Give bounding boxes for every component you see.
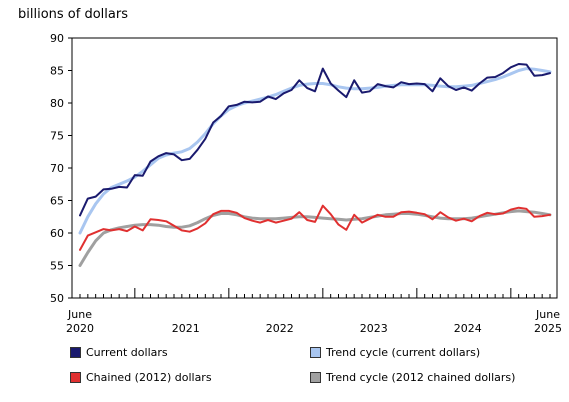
y-tick-label: 55 (50, 260, 64, 273)
legend-label: Trend cycle (current dollars) (326, 346, 481, 359)
chained-dollars-swatch-icon (70, 372, 81, 383)
legend-label: Chained (2012) dollars (86, 371, 212, 384)
legend-label: Current dollars (86, 346, 168, 359)
series-trend-chained (78, 209, 552, 267)
y-tick-label: 70 (50, 162, 64, 175)
y-tick-label: 60 (50, 227, 64, 240)
x-tick-label: 2023 (360, 322, 388, 335)
legend-item-trend-chained: Trend cycle (2012 chained dollars) (310, 371, 515, 384)
y-tick-label: 65 (50, 195, 64, 208)
legend-item-chained-dollars: Chained (2012) dollars (70, 371, 212, 384)
series-trend-current (78, 67, 552, 235)
y-axis: 50 55 60 65 70 75 80 85 90 (50, 32, 72, 305)
y-tick-label: 75 (50, 130, 64, 143)
x-tick-label: June (67, 308, 92, 321)
y-tick-label: 85 (50, 65, 64, 78)
trend-current-swatch-icon (310, 347, 321, 358)
series-current-dollars (79, 63, 551, 217)
legend-item-current-dollars: Current dollars (70, 346, 168, 359)
x-tick-label-year: 2020 (66, 322, 94, 335)
legend: Current dollars Trend cycle (current dol… (70, 340, 540, 390)
x-tick-label-year: 2025 (534, 322, 562, 335)
x-tick-label: 2024 (454, 322, 482, 335)
y-tick-label: 50 (50, 292, 64, 305)
trend-chained-swatch-icon (310, 372, 321, 383)
y-axis-title: billions of dollars (18, 7, 128, 22)
x-tick-label: 2021 (172, 322, 200, 335)
y-tick-label: 80 (50, 97, 64, 110)
legend-item-trend-current: Trend cycle (current dollars) (310, 346, 480, 359)
legend-label: Trend cycle (2012 chained dollars) (326, 371, 516, 384)
series-chained-dollars (79, 204, 551, 251)
series-lines (78, 63, 552, 267)
current-dollars-swatch-icon (70, 347, 81, 358)
x-tick-label: 2022 (266, 322, 294, 335)
x-tick-label: June (535, 308, 560, 321)
y-tick-label: 90 (50, 32, 64, 45)
